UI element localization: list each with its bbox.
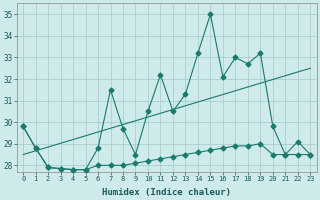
X-axis label: Humidex (Indice chaleur): Humidex (Indice chaleur) [102,188,231,197]
